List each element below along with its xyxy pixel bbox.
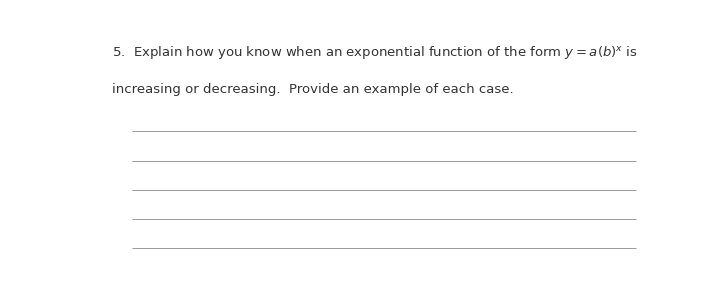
Text: 5.  Explain how you know when an exponential function of the form $y = a(b)^x$ i: 5. Explain how you know when an exponent…	[112, 43, 638, 60]
Text: increasing or decreasing.  Provide an example of each case.: increasing or decreasing. Provide an exa…	[112, 83, 514, 96]
